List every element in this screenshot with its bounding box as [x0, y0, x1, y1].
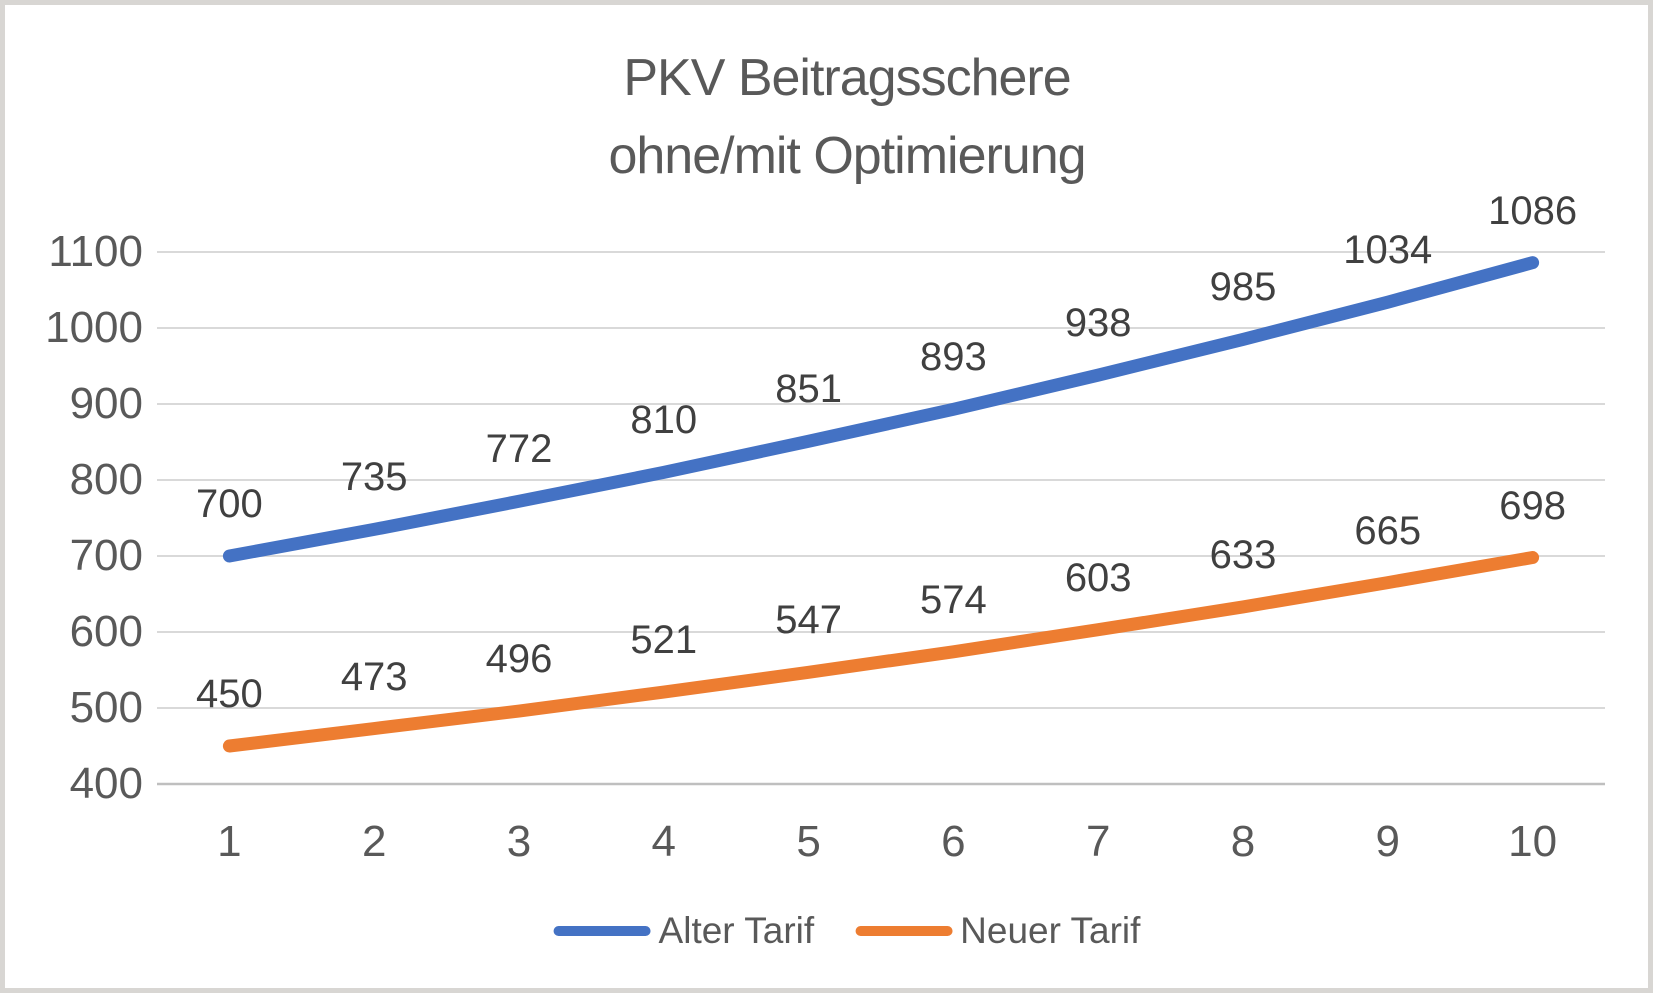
x-axis-tick-7: 7: [1085, 817, 1111, 866]
y-axis-tick-500: 500: [69, 683, 143, 732]
data-label-neuer-tarif-x7: 603: [1064, 555, 1132, 600]
data-label-alter-tarif-x9: 1034: [1343, 228, 1433, 273]
y-axis-tick-800: 800: [69, 455, 143, 504]
legend-line-swatch-1: [855, 926, 953, 936]
data-label-neuer-tarif-x1: 450: [196, 672, 263, 716]
y-axis-tick-400: 400: [69, 759, 143, 808]
data-label-neuer-tarif-x9: 665: [1354, 508, 1422, 553]
data-label-neuer-tarif-x10: 698: [1499, 483, 1566, 528]
chart-title-line-1: PKV Beitragsschere: [623, 49, 1071, 107]
legend-item-neuer-tarif: Neuer Tarif: [855, 908, 1140, 954]
y-axis-tick-1000: 1000: [45, 303, 143, 352]
data-label-alter-tarif-x3: 772: [485, 427, 553, 472]
data-label-alter-tarif-x6: 893: [920, 335, 987, 380]
data-label-neuer-tarif-x3: 496: [485, 637, 553, 682]
x-axis-tick-2: 2: [361, 817, 387, 866]
data-label-alter-tarif-x2: 735: [340, 455, 408, 500]
y-axis-tick-700: 700: [69, 531, 143, 580]
series-line-0-alter-tarif: [222, 256, 1540, 563]
chart-title: PKV Beitragsschere ohne/mit Optimierung: [608, 39, 1086, 195]
legend-line-swatch-0: [553, 926, 651, 936]
legend: Alter Tarif Neuer Tarif: [553, 908, 1140, 954]
plot-area: [157, 251, 1605, 786]
x-axis-tick-5: 5: [796, 817, 821, 866]
legend-label-0: Alter Tarif: [658, 910, 815, 951]
data-label-alter-tarif-x7: 938: [1064, 301, 1132, 346]
x-axis-tick-4: 4: [651, 817, 677, 866]
y-axis-tick-900: 900: [69, 379, 143, 428]
x-axis-tick-10: 10: [1508, 817, 1558, 866]
data-label-alter-tarif-x8: 985: [1209, 265, 1277, 310]
x-axis-tick-1: 1: [217, 817, 242, 866]
data-label-neuer-tarif-x2: 473: [340, 654, 408, 699]
legend-item-alter-tarif: Alter Tarif: [553, 908, 815, 954]
x-axis-tick-6: 6: [941, 817, 966, 866]
chart-title-line-2: ohne/mit Optimierung: [608, 127, 1086, 185]
data-label-alter-tarif-x4: 810: [630, 398, 698, 443]
x-axis-tick-3: 3: [506, 817, 532, 866]
data-label-neuer-tarif-x5: 547: [775, 598, 842, 643]
y-axis-tick-1100: 1100: [48, 227, 143, 276]
data-label-alter-tarif-x5: 851: [775, 367, 842, 412]
x-axis-tick-8: 8: [1230, 817, 1256, 866]
data-label-alter-tarif-x1: 700: [196, 482, 263, 526]
series-line-1-neuer-tarif: [222, 551, 1540, 753]
legend-label-1: Neuer Tarif: [960, 910, 1141, 951]
data-label-neuer-tarif-x6: 574: [920, 577, 987, 622]
x-axis-tick-9: 9: [1375, 817, 1401, 866]
y-axis-tick-600: 600: [69, 607, 143, 656]
data-label-alter-tarif-x10: 1086: [1488, 188, 1578, 233]
data-label-neuer-tarif-x4: 521: [630, 618, 698, 663]
data-label-neuer-tarif-x8: 633: [1209, 532, 1277, 577]
